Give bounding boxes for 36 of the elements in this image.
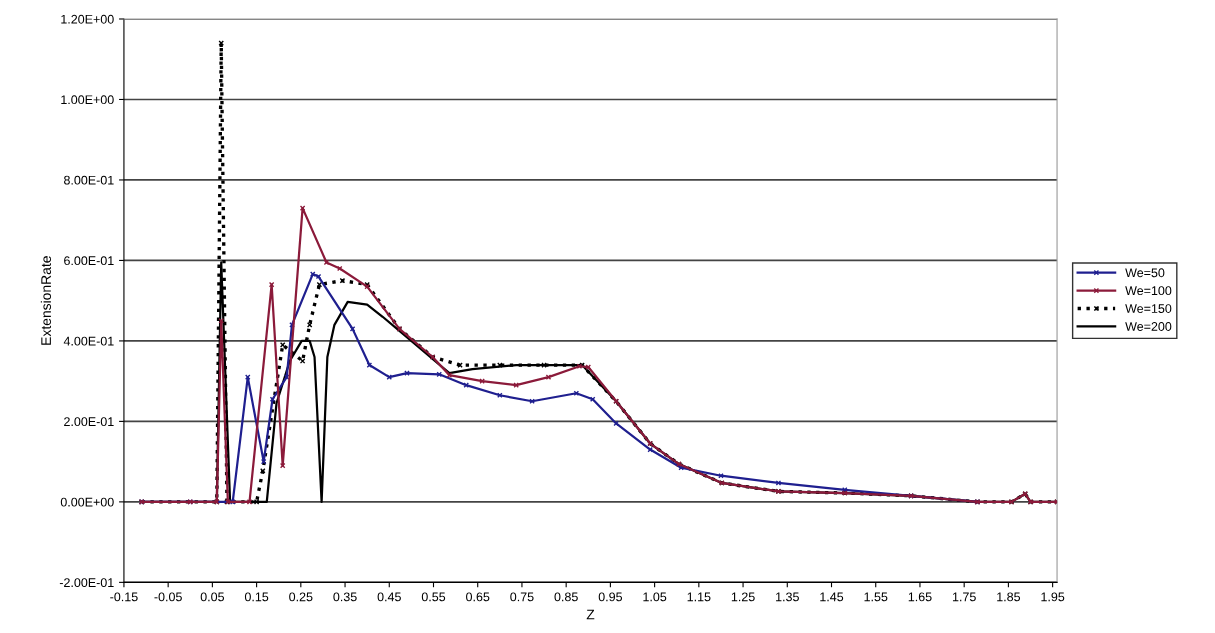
x-tick-label: 1.65 [908,592,932,602]
x-tick-label: 0.05 [200,592,225,602]
y-tick-label: 6.00E-01 [64,256,114,266]
x-tick-label: 0.55 [421,592,446,602]
legend-label: We=50 [1125,268,1165,278]
y-tick-label: -2.00E-01 [59,578,114,588]
x-tick-label: -0.05 [154,592,182,602]
y-tick-label: 1.20E+00 [61,14,114,24]
x-tick-label: 0.65 [466,592,490,602]
x-tick-label: 0.25 [289,592,313,602]
x-tick-label: 0.85 [554,592,578,602]
y-tick-label: 0.00E+00 [60,497,114,507]
x-tick-label: 0.75 [510,592,534,602]
x-tick-label: 1.15 [687,592,711,602]
x-tick-label: 1.25 [731,592,755,602]
y-tick-label: 2.00E-01 [64,417,114,427]
legend-label: We=100 [1125,286,1172,296]
x-tick-label: 0.35 [333,592,357,602]
x-axis-title: Z [586,609,595,620]
x-tick-label: -0.15 [110,592,138,602]
x-tick-label: 0.15 [244,592,269,602]
x-tick-label: 0.95 [598,592,623,602]
x-tick-label: 1.55 [864,592,888,602]
x-tick-label: 1.35 [776,592,799,602]
legend-label: We=200 [1125,322,1172,331]
x-tick-label: 1.75 [952,592,976,602]
y-tick-label: 8.00E-01 [64,175,114,185]
x-tick-label: 1.45 [820,592,844,602]
x-tick-label: 1.95 [1041,592,1065,602]
y-tick-label: 4.00E-01 [63,336,114,346]
x-tick-label: 1.05 [643,592,667,602]
y-axis-title: ExtensionRate [40,256,52,345]
y-tick-label: 1.00E+00 [61,95,114,105]
x-tick-label: 0.45 [377,592,401,602]
legend-label: We=150 [1125,304,1172,313]
x-tick-label: 1.85 [997,592,1021,602]
